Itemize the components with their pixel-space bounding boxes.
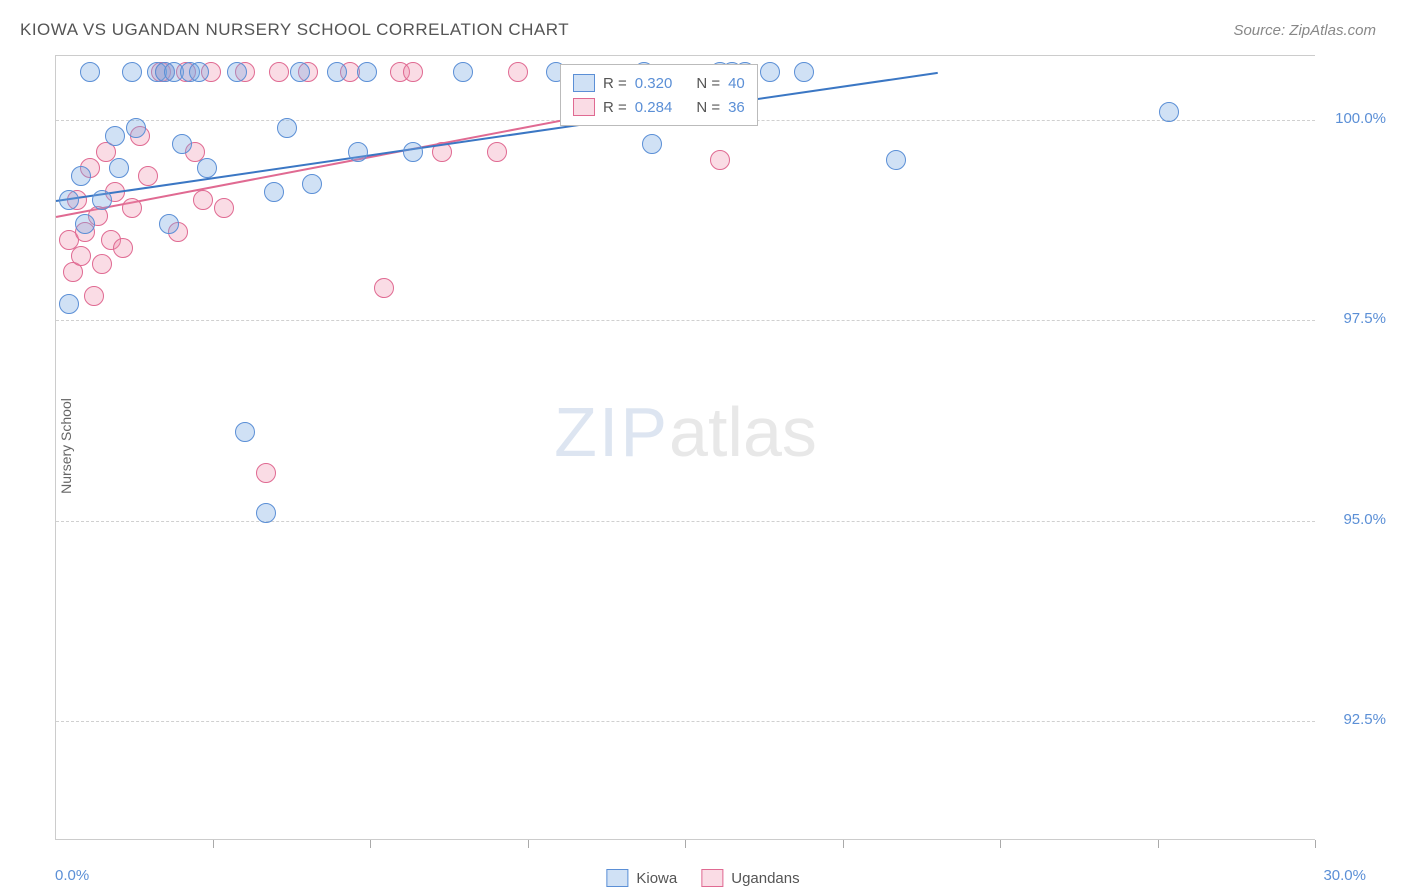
stats-n-label: N = — [696, 99, 720, 116]
stats-swatch-ugandans — [573, 98, 595, 116]
data-point-kiowa — [1159, 102, 1179, 122]
y-tick-label: 95.0% — [1343, 511, 1386, 528]
data-point-ugandans — [710, 150, 730, 170]
chart-title: KIOWA VS UGANDAN NURSERY SCHOOL CORRELAT… — [20, 20, 569, 40]
data-point-kiowa — [172, 134, 192, 154]
data-point-kiowa — [327, 62, 347, 82]
watermark-atlas: atlas — [669, 393, 817, 471]
x-axis-min-label: 0.0% — [55, 867, 89, 884]
data-point-kiowa — [403, 142, 423, 162]
legend-label-ugandans: Ugandans — [731, 870, 799, 887]
legend-item-ugandans: Ugandans — [701, 869, 799, 887]
data-point-ugandans — [71, 246, 91, 266]
x-tick-mark — [528, 840, 529, 848]
data-point-kiowa — [277, 118, 297, 138]
data-point-kiowa — [290, 62, 310, 82]
data-point-kiowa — [227, 62, 247, 82]
data-point-kiowa — [256, 503, 276, 523]
stats-n-label: N = — [696, 75, 720, 92]
data-point-kiowa — [122, 62, 142, 82]
stats-r-value: 0.284 — [635, 99, 673, 116]
legend-item-kiowa: Kiowa — [606, 869, 677, 887]
data-point-ugandans — [487, 142, 507, 162]
data-point-kiowa — [75, 214, 95, 234]
gridline — [56, 521, 1315, 522]
data-point-ugandans — [122, 198, 142, 218]
data-point-kiowa — [126, 118, 146, 138]
data-point-kiowa — [71, 166, 91, 186]
data-point-kiowa — [159, 214, 179, 234]
data-point-ugandans — [92, 254, 112, 274]
data-point-ugandans — [193, 190, 213, 210]
stats-row-kiowa: R = 0.320 N = 40 — [573, 71, 745, 95]
chart-plot-area: ZIPatlas — [55, 55, 1315, 840]
data-point-kiowa — [642, 134, 662, 154]
data-point-kiowa — [109, 158, 129, 178]
x-tick-mark — [213, 840, 214, 848]
data-point-kiowa — [235, 422, 255, 442]
legend: Kiowa Ugandans — [606, 869, 799, 887]
stats-n-value: 36 — [728, 99, 745, 116]
data-point-kiowa — [348, 142, 368, 162]
stats-r-label: R = — [603, 75, 627, 92]
y-tick-label: 97.5% — [1343, 310, 1386, 327]
source-attribution: Source: ZipAtlas.com — [1233, 22, 1376, 39]
data-point-kiowa — [886, 150, 906, 170]
legend-label-kiowa: Kiowa — [636, 870, 677, 887]
stats-r-value: 0.320 — [635, 75, 673, 92]
correlation-stats-box: R = 0.320 N = 40 R = 0.284 N = 36 — [560, 64, 758, 126]
y-tick-label: 100.0% — [1335, 110, 1386, 127]
gridline — [56, 721, 1315, 722]
data-point-kiowa — [794, 62, 814, 82]
x-tick-mark — [1000, 840, 1001, 848]
stats-swatch-kiowa — [573, 74, 595, 92]
data-point-ugandans — [84, 286, 104, 306]
data-point-ugandans — [256, 463, 276, 483]
stats-r-label: R = — [603, 99, 627, 116]
data-point-ugandans — [269, 62, 289, 82]
x-tick-mark — [1315, 840, 1316, 848]
data-point-kiowa — [189, 62, 209, 82]
legend-swatch-kiowa — [606, 869, 628, 887]
data-point-ugandans — [374, 278, 394, 298]
data-point-ugandans — [403, 62, 423, 82]
stats-row-ugandans: R = 0.284 N = 36 — [573, 95, 745, 119]
data-point-kiowa — [357, 62, 377, 82]
y-tick-label: 92.5% — [1343, 711, 1386, 728]
data-point-kiowa — [453, 62, 473, 82]
data-point-ugandans — [113, 238, 133, 258]
x-tick-mark — [843, 840, 844, 848]
data-point-kiowa — [59, 190, 79, 210]
data-point-kiowa — [105, 126, 125, 146]
data-point-kiowa — [92, 190, 112, 210]
watermark: ZIPatlas — [554, 392, 817, 472]
data-point-ugandans — [508, 62, 528, 82]
gridline — [56, 320, 1315, 321]
x-axis-max-label: 30.0% — [1323, 867, 1366, 884]
data-point-kiowa — [302, 174, 322, 194]
data-point-kiowa — [197, 158, 217, 178]
data-point-kiowa — [59, 294, 79, 314]
stats-n-value: 40 — [728, 75, 745, 92]
x-tick-mark — [370, 840, 371, 848]
data-point-ugandans — [214, 198, 234, 218]
watermark-zip: ZIP — [554, 393, 669, 471]
x-tick-mark — [685, 840, 686, 848]
legend-swatch-ugandans — [701, 869, 723, 887]
data-point-kiowa — [80, 62, 100, 82]
x-tick-mark — [1158, 840, 1159, 848]
data-point-kiowa — [760, 62, 780, 82]
data-point-ugandans — [138, 166, 158, 186]
data-point-kiowa — [264, 182, 284, 202]
